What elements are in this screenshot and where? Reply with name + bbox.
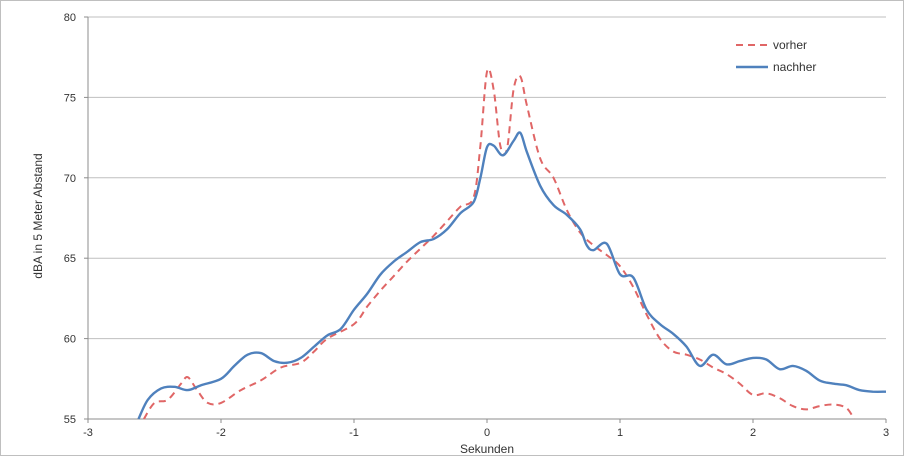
y-tick-label-2: 65 (64, 253, 76, 265)
x-tick-labels: -3 -2 -1 0 1 2 3 (83, 419, 889, 439)
series-line-nachher (137, 131, 887, 420)
legend-label-vorher: vorher (773, 38, 807, 52)
legend-label-nachher: nachher (773, 60, 816, 74)
series-lines (137, 67, 887, 420)
y-tick-label-0: 55 (64, 414, 76, 426)
x-tick-label-0: -3 (83, 427, 93, 439)
x-tick-label-5: 2 (750, 427, 756, 439)
y-tick-label-4: 75 (64, 92, 76, 104)
x-tick-label-1: -2 (216, 427, 226, 439)
legend: vorher nachher (736, 38, 816, 74)
x-tick-label-6: 3 (883, 427, 889, 439)
y-tick-labels: 55 60 65 70 75 80 (64, 12, 88, 426)
gridlines (88, 16, 886, 340)
x-tick-label-3: 0 (484, 427, 490, 439)
y-tick-label-1: 60 (64, 334, 76, 346)
x-tick-label-2: -1 (349, 427, 359, 439)
y-axis-label: dBA in 5 Meter Abstand (31, 153, 45, 278)
x-axis-label: Sekunden (460, 442, 514, 456)
y-tick-label-3: 70 (64, 173, 76, 185)
x-tick-label-4: 1 (617, 427, 623, 439)
y-tick-label-5: 80 (64, 12, 76, 24)
